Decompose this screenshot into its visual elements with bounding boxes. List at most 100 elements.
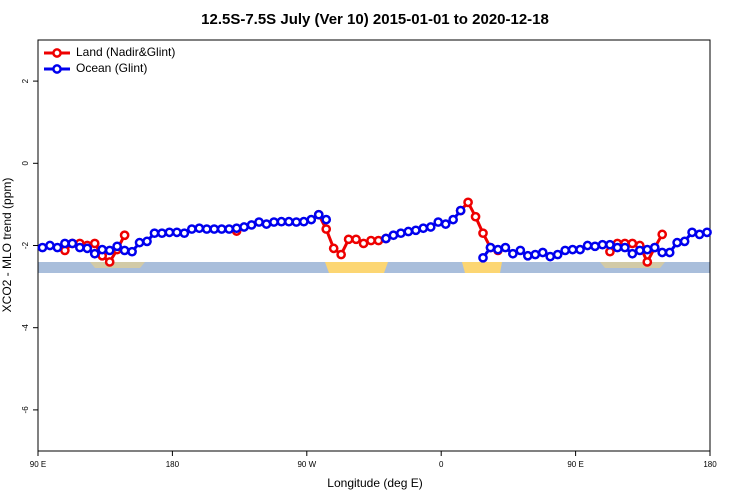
data-point	[575, 244, 585, 255]
x-tick-label: 90 E	[567, 460, 583, 469]
data-point	[612, 242, 623, 253]
data-point	[470, 211, 481, 222]
x-tick-label: 180	[703, 460, 717, 469]
data-point	[97, 244, 108, 255]
data-point	[157, 228, 167, 239]
data-point	[82, 243, 93, 254]
data-point	[381, 233, 391, 244]
data-point	[321, 224, 332, 234]
y-tick-label: -2	[21, 241, 30, 249]
data-point	[119, 245, 130, 256]
data-point	[493, 244, 503, 255]
data-point	[537, 247, 548, 258]
data-point	[485, 242, 496, 253]
y-tick-label: -6	[21, 406, 30, 414]
data-point	[463, 197, 473, 208]
y-tick-label: 0	[21, 161, 30, 166]
chart-title: 12.5S-7.5S July (Ver 10) 2015-01-01 to 2…	[201, 11, 549, 28]
data-point	[142, 236, 152, 247]
data-point	[425, 222, 436, 232]
data-point	[216, 224, 227, 234]
legend-marker	[52, 48, 62, 58]
data-point	[455, 205, 466, 216]
data-point	[179, 228, 190, 239]
data-point	[522, 250, 533, 261]
data-point	[358, 238, 369, 249]
y-tick-label: -4	[21, 324, 30, 332]
data-point	[687, 227, 697, 238]
data-point	[112, 241, 122, 252]
data-point	[89, 248, 100, 259]
legend-label: Ocean (Glint)	[76, 61, 147, 75]
data-point	[291, 217, 302, 227]
data-point	[590, 241, 600, 252]
data-point	[89, 238, 100, 249]
data-point	[373, 235, 384, 246]
data-point	[627, 238, 638, 249]
data-point	[328, 243, 339, 254]
data-point	[194, 223, 205, 234]
x-tick-label: 90 E	[30, 460, 46, 469]
data-point	[418, 223, 429, 234]
data-point	[605, 239, 615, 250]
data-point	[52, 242, 63, 253]
data-point	[149, 228, 160, 239]
data-point	[642, 257, 653, 267]
data-point	[209, 224, 220, 234]
data-point	[642, 244, 653, 255]
data-point	[127, 246, 137, 257]
data-point	[560, 245, 570, 256]
data-point	[478, 252, 488, 263]
data-point	[433, 217, 444, 227]
data-point	[388, 230, 399, 241]
data-point	[37, 242, 48, 253]
data-point	[67, 238, 78, 249]
y-axis-label: XCO2 - MLO trend (ppm)	[0, 178, 14, 313]
data-point	[351, 234, 361, 245]
data-point	[134, 237, 145, 248]
x-tick-label: 90 W	[297, 460, 316, 469]
data-point	[620, 242, 630, 253]
data-point	[186, 224, 197, 234]
data-point	[119, 230, 130, 241]
data-point	[634, 245, 645, 256]
data-point	[657, 229, 668, 240]
data-point	[74, 242, 85, 253]
data-point	[276, 216, 287, 227]
data-point	[231, 223, 242, 234]
data-point	[45, 240, 55, 251]
legend-marker	[52, 64, 62, 74]
data-point	[164, 227, 175, 238]
data-point	[582, 240, 593, 251]
data-point	[343, 234, 354, 245]
data-point	[224, 224, 234, 234]
data-point	[104, 257, 115, 267]
x-axis-label: Longitude (deg E)	[327, 476, 422, 490]
data-point	[649, 242, 660, 253]
data-point	[508, 248, 518, 259]
data-point	[336, 249, 346, 260]
x-tick-label: 0	[439, 460, 444, 469]
map-strip	[38, 262, 710, 273]
data-point	[500, 242, 511, 253]
data-point	[672, 237, 682, 248]
data-point	[201, 224, 212, 234]
data-point	[239, 222, 249, 232]
data-point	[60, 238, 70, 249]
data-point	[306, 214, 317, 225]
x-tick-label: 180	[166, 460, 180, 469]
data-point	[694, 229, 705, 240]
data-point	[545, 251, 556, 262]
data-point	[664, 247, 675, 258]
data-point	[597, 239, 608, 250]
data-point	[284, 216, 294, 227]
data-point	[448, 214, 458, 225]
data-point	[298, 216, 309, 227]
data-point	[261, 219, 272, 229]
data-point	[702, 227, 712, 238]
data-point	[530, 249, 541, 260]
data-point	[269, 217, 279, 227]
y-tick-label: 2	[21, 78, 30, 83]
data-point	[254, 217, 264, 227]
